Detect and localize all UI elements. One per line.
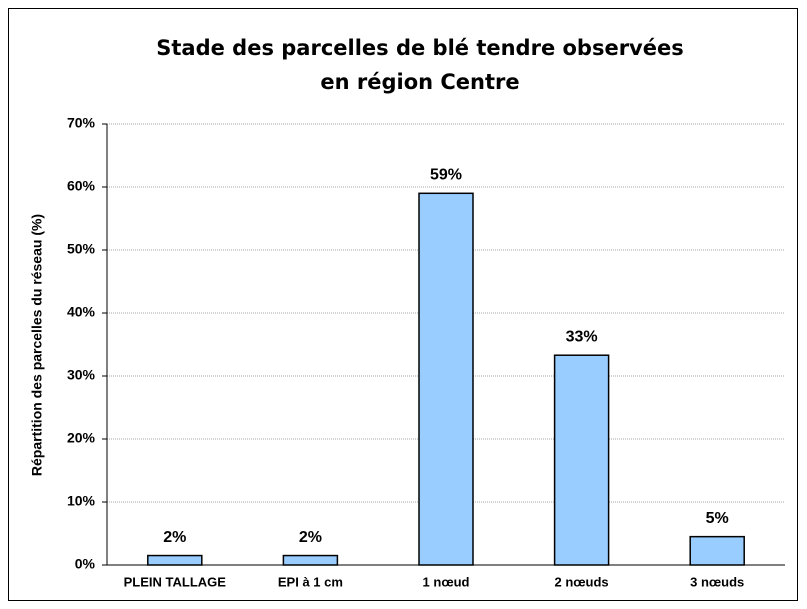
x-tick-label: 3 nœuds xyxy=(690,574,744,589)
x-tick-label: 1 nœud xyxy=(423,574,470,589)
data-label: 2% xyxy=(163,529,186,546)
data-label: 33% xyxy=(566,328,598,345)
chart-border xyxy=(8,8,798,601)
data-label: 2% xyxy=(299,529,322,546)
data-label: 5% xyxy=(706,510,729,527)
y-tick-label: 20% xyxy=(67,430,96,446)
bar xyxy=(147,554,203,566)
y-tick-label: 70% xyxy=(67,115,96,131)
x-tick-label: EPI à 1 cm xyxy=(278,574,343,589)
bar xyxy=(282,554,339,566)
chart-title: Stade des parcelles de blé tendre observ… xyxy=(156,36,683,60)
y-tick-label: 0% xyxy=(75,556,96,572)
y-tick-label: 40% xyxy=(67,304,96,320)
bar xyxy=(418,192,474,566)
y-tick-label: 50% xyxy=(67,241,96,257)
x-tick-label: 2 nœuds xyxy=(555,574,609,589)
y-tick-label: 60% xyxy=(67,178,96,194)
y-axis-label: Répartition des parcelles du réseau (%) xyxy=(29,214,45,476)
data-label: 59% xyxy=(430,167,462,184)
bar xyxy=(553,354,610,566)
bar xyxy=(689,535,745,566)
chart-title: en région Centre xyxy=(320,70,519,94)
x-tick-label: PLEIN TALLAGE xyxy=(124,574,227,589)
y-tick-label: 10% xyxy=(67,493,96,509)
y-tick-label: 30% xyxy=(67,367,96,383)
